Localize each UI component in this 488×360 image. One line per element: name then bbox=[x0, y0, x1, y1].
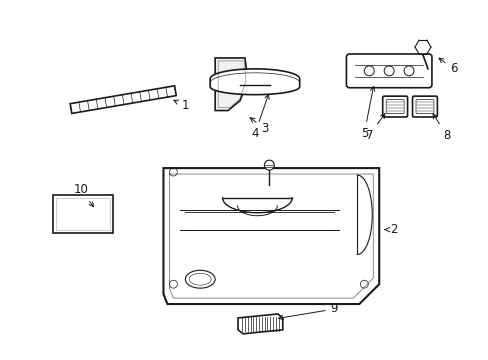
Circle shape bbox=[264, 160, 274, 170]
Text: 6: 6 bbox=[438, 58, 457, 75]
FancyBboxPatch shape bbox=[53, 195, 113, 233]
Text: 8: 8 bbox=[432, 114, 449, 142]
Polygon shape bbox=[215, 58, 247, 111]
Polygon shape bbox=[210, 69, 299, 95]
Text: 7: 7 bbox=[365, 114, 384, 142]
Polygon shape bbox=[238, 314, 282, 334]
Polygon shape bbox=[70, 86, 176, 113]
Text: 10: 10 bbox=[73, 184, 93, 207]
Text: 1: 1 bbox=[174, 99, 189, 112]
Text: 4: 4 bbox=[251, 94, 269, 140]
Text: 2: 2 bbox=[384, 223, 397, 236]
FancyBboxPatch shape bbox=[346, 54, 431, 88]
Text: 5: 5 bbox=[360, 86, 374, 140]
Polygon shape bbox=[163, 168, 379, 304]
Text: 9: 9 bbox=[278, 302, 338, 320]
Text: 3: 3 bbox=[249, 118, 268, 135]
FancyBboxPatch shape bbox=[412, 96, 436, 117]
FancyBboxPatch shape bbox=[382, 96, 407, 117]
